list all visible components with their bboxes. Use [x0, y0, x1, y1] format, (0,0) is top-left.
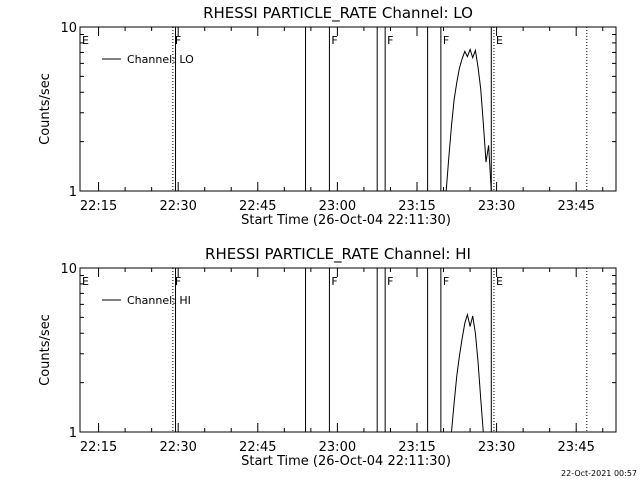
- series-line: [445, 47, 492, 192]
- chart-title: RHESSI PARTICLE_RATE Channel: HI: [205, 245, 471, 264]
- flag-label: E: [82, 34, 89, 47]
- plot-frame: [79, 26, 617, 192]
- flag-label: E: [496, 275, 503, 288]
- x-tick-label: 22:45: [239, 440, 276, 455]
- series-line: [451, 312, 484, 433]
- x-axis-label: Start Time (26-Oct-04 22:11:30): [241, 213, 451, 228]
- x-tick-label: 23:00: [319, 440, 356, 455]
- x-tick-label: 23:15: [398, 199, 435, 214]
- flag-label: F: [387, 34, 393, 47]
- x-tick-label: 23:00: [319, 199, 356, 214]
- x-tick-label: 23:15: [398, 440, 435, 455]
- flag-label: F: [331, 275, 337, 288]
- plot-frame: [79, 267, 617, 433]
- flag-label: F: [175, 34, 181, 47]
- y-tick-label: 1: [69, 426, 77, 441]
- x-tick-label: 23:45: [557, 199, 594, 214]
- x-axis-label: Start Time (26-Oct-04 22:11:30): [241, 454, 451, 469]
- x-tick-label: 22:15: [80, 440, 117, 455]
- x-tick-label: 23:30: [478, 199, 515, 214]
- flag-label: F: [331, 34, 337, 47]
- flag-label: E: [82, 275, 89, 288]
- flag-label: F: [387, 275, 393, 288]
- flag-label: F: [443, 34, 449, 47]
- x-tick-label: 22:15: [80, 199, 117, 214]
- flag-label: E: [496, 34, 503, 47]
- legend-label: Channel: HI: [127, 294, 191, 307]
- chart-title: RHESSI PARTICLE_RATE Channel: LO: [203, 4, 473, 23]
- y-axis-label: Counts/sec: [38, 314, 53, 386]
- x-tick-label: 22:30: [159, 440, 196, 455]
- footer-timestamp: 22-Oct-2021 00:57: [561, 469, 637, 478]
- flag-label: F: [443, 275, 449, 288]
- x-tick-label: 22:45: [239, 199, 276, 214]
- x-tick-label: 23:45: [557, 440, 594, 455]
- y-tick-label: 10: [60, 21, 77, 36]
- panel-lo: RHESSI PARTICLE_RATE Channel: LO E F F F F E 22…: [38, 4, 617, 228]
- y-tick-label: 1: [69, 185, 77, 200]
- panel-hi: RHESSI PARTICLE_RATE Channel: HI E F F F F E 22…: [38, 245, 617, 469]
- flag-label: F: [175, 275, 181, 288]
- legend-label: Channel: LO: [127, 53, 194, 66]
- x-tick-label: 23:30: [478, 440, 515, 455]
- y-axis-label: Counts/sec: [38, 73, 53, 145]
- y-tick-label: 10: [60, 262, 77, 277]
- x-tick-label: 22:30: [159, 199, 196, 214]
